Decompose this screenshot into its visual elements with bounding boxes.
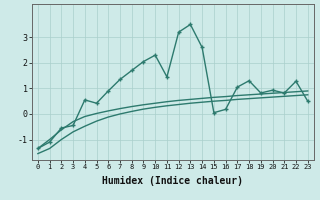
X-axis label: Humidex (Indice chaleur): Humidex (Indice chaleur) (102, 176, 243, 186)
